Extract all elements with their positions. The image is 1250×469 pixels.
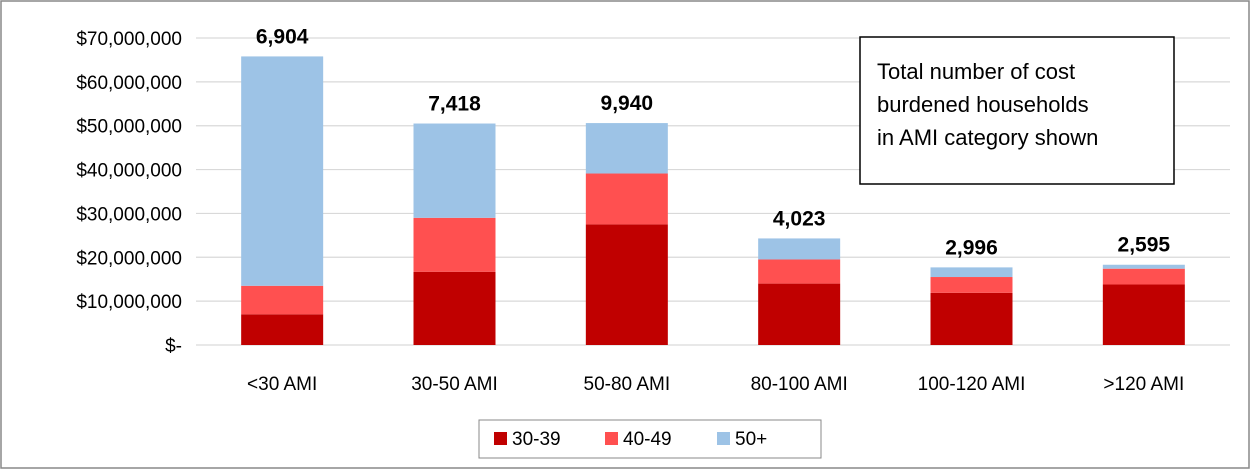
y-tick-label: $70,000,000 — [76, 29, 182, 50]
annotation-frame — [859, 36, 1175, 185]
total-label: 2,996 — [945, 236, 998, 259]
y-tick-label: $30,000,000 — [76, 204, 182, 225]
legend-label: 30-39 — [512, 429, 561, 450]
total-label: 7,418 — [428, 93, 481, 116]
annotation-line-2: burdened households — [877, 92, 1089, 117]
category-label: 100-120 AMI — [918, 374, 1026, 395]
legend-swatch — [717, 432, 730, 445]
y-axis-tick-labels: $- $10,000,000 $20,000,000 $30,000,000 $40,0… — [76, 29, 182, 357]
annotation-line-3: in AMI category shown — [877, 125, 1098, 150]
y-tick-label: $50,000,000 — [76, 117, 182, 138]
y-tick-label: $10,000,000 — [76, 292, 182, 313]
total-label: 9,940 — [601, 92, 654, 115]
category-label: 30-50 AMI — [411, 374, 498, 395]
total-label: 6,904 — [256, 25, 309, 48]
bar-segment — [241, 314, 324, 345]
category-label: 80-100 AMI — [751, 374, 848, 395]
y-tick-label: $40,000,000 — [76, 161, 182, 182]
total-label: 4,023 — [773, 207, 826, 230]
category-label: 50-80 AMI — [584, 374, 671, 395]
bar-segment — [413, 123, 496, 218]
y-tick-label: $20,000,000 — [76, 248, 182, 269]
bar-segment — [585, 123, 668, 174]
total-labels: 6,904 7,418 9,940 4,023 2,996 2,595 — [256, 25, 1171, 259]
annotation-line-1: Total number of cost — [877, 59, 1075, 84]
bar-segment — [413, 217, 496, 272]
bar-segment — [930, 277, 1013, 293]
bars — [241, 56, 1185, 345]
bar-segment — [1102, 264, 1185, 269]
category-labels: <30 AMI 30-50 AMI 50-80 AMI 80-100 AMI 100-1… — [247, 374, 1184, 395]
legend: 30-39 40-49 50+ — [478, 419, 822, 459]
bar-segment — [1102, 268, 1185, 285]
category-label: <30 AMI — [247, 374, 317, 395]
bar-segment — [758, 283, 841, 345]
bar-segment — [930, 292, 1013, 345]
annotation-box: Total number of cost burdened households… — [859, 36, 1175, 185]
bar-segment — [585, 224, 668, 345]
legend-swatch — [494, 432, 507, 445]
legend-swatch — [605, 432, 618, 445]
category-label: >120 AMI — [1103, 374, 1184, 395]
legend-label: 40-49 — [623, 429, 672, 450]
bar-segment — [930, 267, 1013, 278]
bar-segment — [1102, 284, 1185, 345]
bar-segment — [758, 259, 841, 284]
legend-frame — [478, 419, 822, 459]
bar-segment — [585, 173, 668, 225]
bar-segment — [413, 271, 496, 345]
total-label: 2,595 — [1118, 234, 1171, 257]
bar-segment — [758, 238, 841, 260]
bar-segment — [241, 285, 324, 315]
y-tick-label: $60,000,000 — [76, 73, 182, 94]
bar-segment — [241, 56, 324, 286]
legend-label: 50+ — [735, 429, 767, 450]
y-tick-label: $- — [165, 336, 182, 357]
